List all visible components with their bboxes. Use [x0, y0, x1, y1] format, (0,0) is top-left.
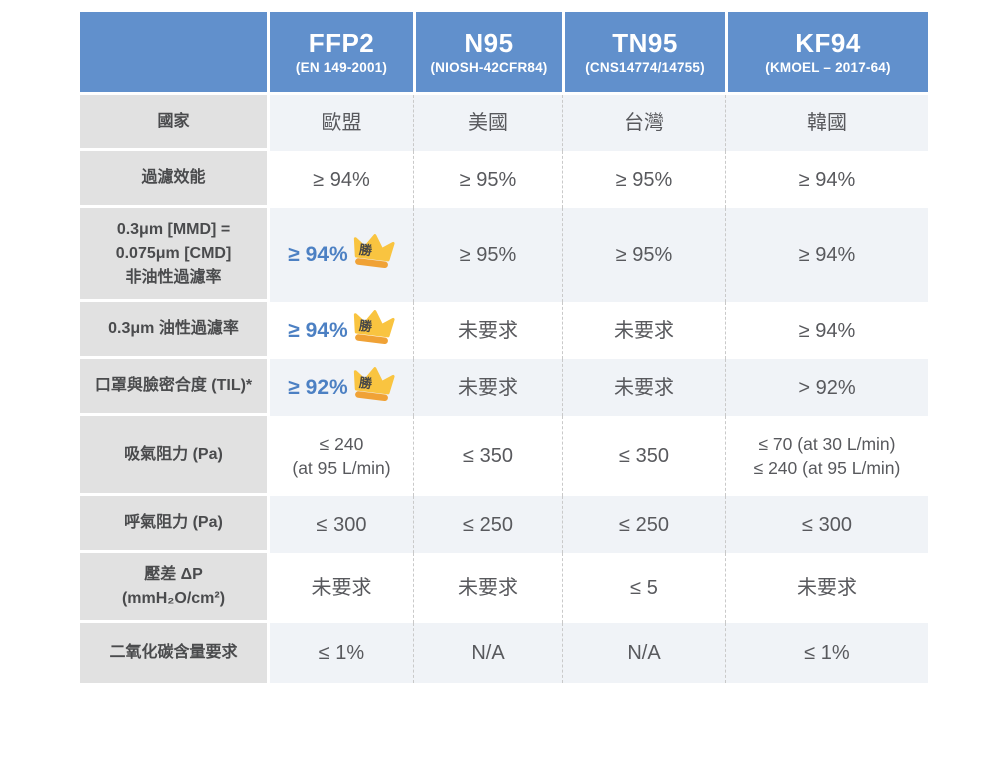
cell-inhalation-ffp2: ≤ 240 (at 95 L/min): [267, 416, 413, 496]
row-label-oily-filtration: 0.3μm 油性過濾率: [80, 302, 267, 359]
col-subtitle-ffp2: (EN 149-2001): [295, 60, 388, 76]
cell-exhalation-ffp2: ≤ 300: [267, 496, 413, 553]
cell-oily-tn95: 未要求: [562, 302, 725, 359]
row-label-co2-content: 二氧化碳含量要求: [80, 623, 267, 683]
cell-inhalation-tn95: ≤ 350: [562, 416, 725, 496]
table-row-filtration-efficiency: 過濾效能 ≥ 94% ≥ 95% ≥ 95% ≥ 94%: [80, 151, 928, 208]
cell-non-oily-tn95: ≥ 95%: [562, 208, 725, 302]
cell-oily-n95: 未要求: [413, 302, 562, 359]
table-row-non-oily-filtration: 0.3μm [MMD] = 0.075μm [CMD] 非油性過濾率 ≥ 94%…: [80, 208, 928, 302]
svg-text:勝: 勝: [358, 374, 374, 391]
winner-crown-icon: 勝: [353, 309, 395, 344]
svg-text:勝: 勝: [358, 317, 374, 334]
cell-fit-n95: 未要求: [413, 359, 562, 416]
row-label-country: 國家: [80, 95, 267, 151]
cell-filtration-n95: ≥ 95%: [413, 151, 562, 208]
cell-country-n95: 美國: [413, 95, 562, 151]
table-row-inhalation-resistance: 吸氣阻力 (Pa) ≤ 240 (at 95 L/min) ≤ 350 ≤ 35…: [80, 416, 928, 496]
table-row-co2-content: 二氧化碳含量要求 ≤ 1% N/A N/A ≤ 1%: [80, 623, 928, 683]
cell-pressure-kf94: 未要求: [725, 553, 928, 623]
col-title-n95: N95: [464, 27, 514, 58]
col-header-tn95: TN95 (CNS14774/14755): [562, 12, 725, 95]
cell-inhalation-n95: ≤ 350: [413, 416, 562, 496]
col-title-tn95: TN95: [612, 27, 678, 58]
cell-oily-kf94: ≥ 94%: [725, 302, 928, 359]
cell-fit-tn95: 未要求: [562, 359, 725, 416]
cell-exhalation-kf94: ≤ 300: [725, 496, 928, 553]
cell-country-ffp2: 歐盟: [267, 95, 413, 151]
table-row-pressure-drop: 壓差 ΔP (mmH₂O/cm²) 未要求 未要求 ≤ 5 未要求: [80, 553, 928, 623]
cell-co2-tn95: N/A: [562, 623, 725, 683]
cell-non-oily-kf94: ≥ 94%: [725, 208, 928, 302]
row-label-pressure-drop: 壓差 ΔP (mmH₂O/cm²): [80, 553, 267, 623]
cell-non-oily-ffp2: ≥ 94% 勝: [267, 208, 413, 302]
col-subtitle-tn95: (CNS14774/14755): [585, 60, 705, 76]
table-row-exhalation-resistance: 呼氣阻力 (Pa) ≤ 300 ≤ 250 ≤ 250 ≤ 300: [80, 496, 928, 553]
col-subtitle-kf94: (KMOEL – 2017-64): [765, 60, 891, 76]
row-label-fit-til: 口罩與臉密合度 (TIL)*: [80, 359, 267, 416]
col-header-n95: N95 (NIOSH-42CFR84): [413, 12, 562, 95]
winner-crown-icon: 勝: [353, 366, 395, 401]
col-header-kf94: KF94 (KMOEL – 2017-64): [725, 12, 928, 95]
cell-exhalation-tn95: ≤ 250: [562, 496, 725, 553]
cell-filtration-kf94: ≥ 94%: [725, 151, 928, 208]
cell-pressure-ffp2: 未要求: [267, 553, 413, 623]
mask-standards-comparison-table: FFP2 (EN 149-2001) N95 (NIOSH-42CFR84) T…: [80, 12, 928, 683]
cell-oily-ffp2: ≥ 94% 勝: [267, 302, 413, 359]
col-subtitle-n95: (NIOSH-42CFR84): [430, 60, 548, 76]
row-label-exhalation-resistance: 呼氣阻力 (Pa): [80, 496, 267, 553]
row-label-non-oily-filtration: 0.3μm [MMD] = 0.075μm [CMD] 非油性過濾率: [80, 208, 267, 302]
cell-co2-n95: N/A: [413, 623, 562, 683]
col-title-ffp2: FFP2: [308, 27, 375, 58]
col-title-kf94: KF94: [795, 27, 861, 58]
cell-inhalation-kf94: ≤ 70 (at 30 L/min) ≤ 240 (at 95 L/min): [725, 416, 928, 496]
row-label-filtration-efficiency: 過濾效能: [80, 151, 267, 208]
cell-filtration-ffp2: ≥ 94%: [267, 151, 413, 208]
cell-fit-ffp2: ≥ 92% 勝: [267, 359, 413, 416]
cell-co2-kf94: ≤ 1%: [725, 623, 928, 683]
cell-country-tn95: 台灣: [562, 95, 725, 151]
row-label-inhalation-resistance: 吸氣阻力 (Pa): [80, 416, 267, 496]
cell-fit-kf94: > 92%: [725, 359, 928, 416]
cell-filtration-tn95: ≥ 95%: [562, 151, 725, 208]
cell-co2-ffp2: ≤ 1%: [267, 623, 413, 683]
cell-non-oily-n95: ≥ 95%: [413, 208, 562, 302]
table-row-country: 國家 歐盟 美國 台灣 韓國: [80, 95, 928, 151]
col-header-ffp2: FFP2 (EN 149-2001): [267, 12, 413, 95]
cell-pressure-tn95: ≤ 5: [562, 553, 725, 623]
table-header-row: FFP2 (EN 149-2001) N95 (NIOSH-42CFR84) T…: [80, 12, 928, 95]
winner-crown-icon: 勝: [353, 234, 395, 269]
header-blank-cell: [80, 12, 267, 95]
table-row-fit-til: 口罩與臉密合度 (TIL)* ≥ 92% 勝 未要求 未要求 > 92%: [80, 359, 928, 416]
cell-exhalation-n95: ≤ 250: [413, 496, 562, 553]
cell-country-kf94: 韓國: [725, 95, 928, 151]
table-row-oily-filtration: 0.3μm 油性過濾率 ≥ 94% 勝 未要求 未要求 ≥ 94%: [80, 302, 928, 359]
cell-pressure-n95: 未要求: [413, 553, 562, 623]
svg-text:勝: 勝: [358, 242, 374, 259]
